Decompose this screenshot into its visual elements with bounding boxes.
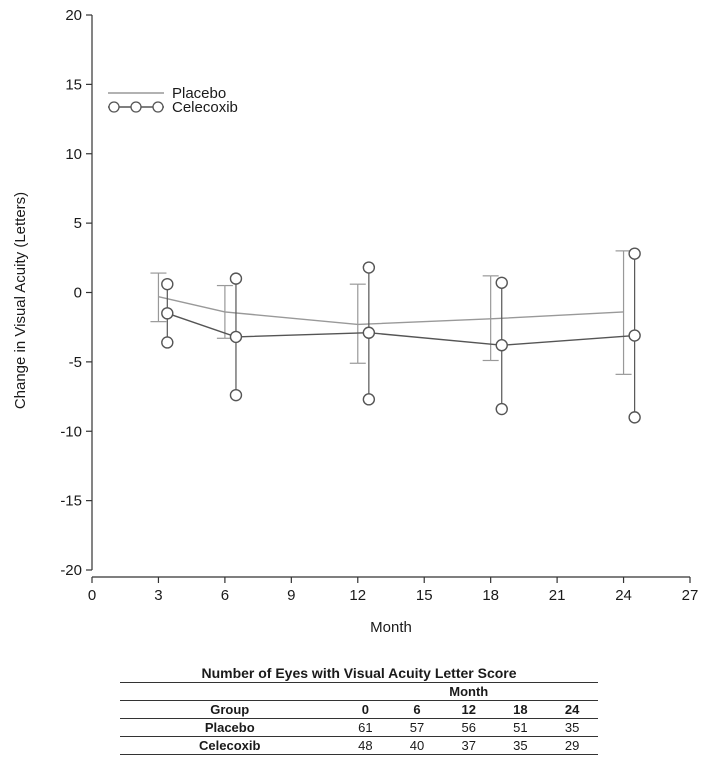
x-tick-label: 27 (682, 587, 699, 604)
axes: 20 15 10 5 0 -5 -10 -15 -20 0 3 6 9 12 15 18 21 24 27 Month… (12, 7, 698, 636)
upper-bound-marker (161, 277, 174, 291)
month-header-row: Month (120, 682, 598, 701)
upper-bound-marker (362, 261, 376, 274)
legend-marker (130, 101, 142, 113)
count-cell: 57 (391, 718, 443, 737)
lower-bound-marker (362, 393, 376, 406)
table-row: Celecoxib 48 40 37 35 29 (120, 736, 598, 755)
count-cell: 56 (442, 718, 495, 737)
header-spacer (120, 682, 340, 701)
y-tick-label: 15 (65, 76, 82, 93)
lower-bound-marker (495, 402, 508, 416)
x-tick-label: 15 (416, 587, 433, 604)
legend-marker (152, 101, 164, 113)
lower-bound-marker (161, 336, 174, 349)
col-header: 12 (442, 700, 495, 719)
column-header-row: Group 0 6 12 18 24 (120, 700, 598, 719)
data-point (229, 330, 243, 344)
series-celecoxib (161, 247, 641, 424)
y-tick-label: 0 (74, 285, 82, 302)
x-tick-label: 6 (221, 587, 229, 604)
count-cell: 40 (391, 736, 443, 755)
data-point (495, 339, 508, 352)
group-cell: Placebo (120, 718, 340, 737)
data-point (628, 329, 641, 342)
series-line (158, 295, 624, 326)
count-cell: 35 (494, 736, 547, 755)
group-cell: Celecoxib (120, 736, 340, 755)
col-header: 24 (546, 700, 598, 719)
x-tick-label: 9 (287, 587, 295, 604)
x-tick-label: 0 (88, 587, 96, 604)
col-header: Group (120, 700, 340, 719)
legend-item: Celecoxib (108, 99, 238, 116)
count-cell: 61 (339, 718, 392, 737)
col-header: 18 (494, 700, 547, 719)
table-row: Placebo 61 57 56 51 35 (120, 718, 598, 737)
x-tick-label: 24 (615, 587, 632, 604)
data-point (161, 307, 174, 320)
y-tick-label: 20 (65, 7, 82, 24)
x-tick-label: 21 (549, 587, 566, 604)
y-tick-label: -15 (60, 493, 82, 510)
month-span-header: Month (339, 682, 598, 701)
count-cell: 35 (546, 718, 598, 737)
y-tick-label: 5 (74, 215, 82, 232)
chart: 20 15 10 5 0 -5 -10 -15 -20 0 3 6 9 12 15 18 21 24 27 Month… (12, 7, 698, 636)
legend-item: Placebo (108, 85, 226, 102)
lower-bound-marker (229, 388, 243, 402)
table-title: Number of Eyes with Visual Acuity Letter… (201, 665, 517, 681)
x-tick-label: 12 (349, 587, 366, 604)
x-axis-title: Month (370, 619, 412, 636)
upper-bound-marker (495, 276, 508, 289)
chart-marks (150, 247, 641, 424)
y-tick-label: -20 (60, 562, 82, 579)
x-tick-label: 18 (482, 587, 499, 604)
data-point (362, 326, 376, 339)
legend-label: Celecoxib (172, 99, 238, 116)
legend-label: Placebo (172, 85, 226, 102)
series-placebo (150, 250, 632, 375)
col-header: 0 (339, 700, 392, 719)
eye-count-table: Number of Eyes with Visual Acuity Letter… (120, 664, 598, 755)
upper-bound-marker (229, 272, 243, 285)
y-tick-label: 10 (65, 146, 82, 163)
upper-bound-marker (628, 247, 641, 260)
legend-marker (108, 101, 120, 113)
y-tick-label: -10 (60, 423, 82, 440)
count-cell: 51 (494, 718, 547, 737)
x-tick-label: 3 (154, 587, 162, 604)
col-header: 6 (391, 700, 443, 719)
lower-bound-marker (628, 411, 641, 424)
y-axis-title: Change in Visual Acuity (Letters) (12, 192, 29, 409)
count-cell: 29 (546, 736, 598, 755)
counts-table: Month Group 0 6 12 18 24 Placebo 61 57 5… (120, 682, 598, 755)
count-cell: 37 (442, 736, 495, 755)
count-cell: 48 (339, 736, 392, 755)
y-tick-label: -5 (69, 354, 82, 371)
